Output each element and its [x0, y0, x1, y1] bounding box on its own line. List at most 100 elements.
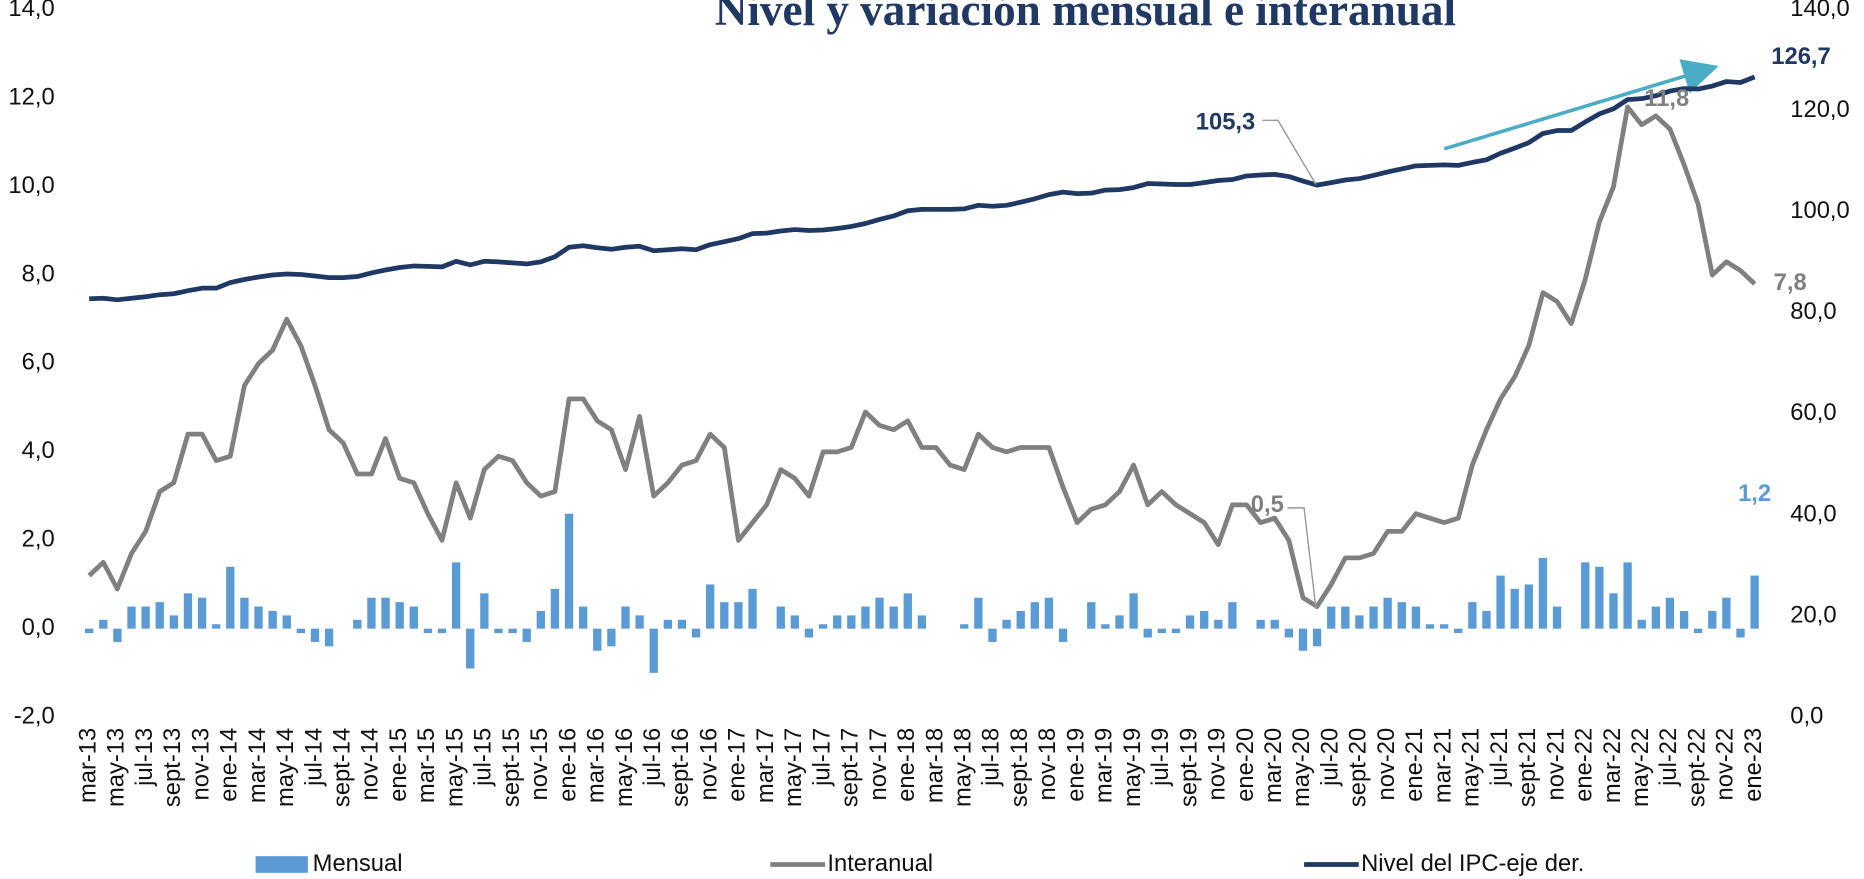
bar — [663, 619, 673, 629]
x-tick-label: nov-20 — [1373, 728, 1400, 801]
x-tick-label: sept-16 — [667, 728, 694, 807]
y-tick-label: 2,0 — [22, 526, 55, 553]
x-tick-label: mar-13 — [74, 728, 101, 803]
bar — [734, 602, 743, 629]
y2-tick-label: 120,0 — [1790, 96, 1849, 123]
x-tick-label: ene-17 — [724, 728, 751, 802]
bar — [790, 615, 800, 629]
bar — [1468, 602, 1477, 629]
bar — [169, 615, 179, 629]
x-tick-label: ene-15 — [385, 728, 412, 802]
bar — [84, 628, 94, 634]
bar — [381, 597, 390, 629]
bar — [776, 606, 785, 629]
bar — [1595, 566, 1604, 629]
bar — [1411, 606, 1421, 629]
bar — [466, 628, 475, 669]
bar — [607, 628, 616, 647]
x-tick-label: ene-16 — [554, 728, 581, 802]
y2-tick-label: 80,0 — [1790, 298, 1836, 325]
leader-line — [1262, 119, 1317, 185]
bar — [437, 628, 447, 634]
x-tick-label: may-19 — [1119, 728, 1146, 807]
x-tick-label: may-22 — [1627, 728, 1654, 807]
x-tick-label: ene-22 — [1571, 728, 1598, 802]
bar — [861, 606, 870, 629]
leader-line — [1287, 507, 1317, 609]
bar — [706, 584, 715, 629]
x-tick-label: mar-16 — [583, 728, 610, 803]
x-tick-label: nov-22 — [1712, 728, 1739, 801]
x-tick-label: may-14 — [272, 728, 299, 807]
bar — [917, 615, 927, 629]
bar — [1171, 628, 1181, 634]
legend-label: Mensual — [313, 850, 403, 877]
bar — [1482, 610, 1491, 629]
bar — [578, 606, 588, 629]
data-label: 1,2 — [1738, 480, 1771, 507]
x-tick-label: jul-15 — [470, 728, 497, 787]
bar — [268, 610, 277, 629]
chart-title: Nivel y variación mensual e interanual — [715, 0, 1456, 35]
bar — [1284, 628, 1294, 638]
x-tick-label: may-15 — [441, 728, 468, 807]
y-tick-label: 8,0 — [22, 260, 55, 287]
bar — [847, 615, 856, 629]
bar — [1214, 619, 1223, 629]
y-tick-label: 6,0 — [22, 349, 55, 376]
bar — [1439, 624, 1449, 629]
x-tick-label: sept-14 — [328, 728, 355, 807]
bar — [691, 628, 701, 638]
bar — [197, 597, 207, 629]
x-tick-label: may-17 — [780, 728, 807, 807]
legend-swatch — [255, 856, 308, 873]
bar — [550, 588, 560, 629]
x-tick-label: may-18 — [950, 728, 977, 807]
x-tick-label: may-20 — [1288, 728, 1315, 807]
bar — [1383, 597, 1392, 629]
x-tick-label: sept-13 — [159, 728, 186, 807]
bar — [1298, 628, 1308, 651]
x-tick-label: mar-14 — [244, 728, 271, 803]
y-tick-label: 10,0 — [8, 172, 54, 199]
bar — [1044, 597, 1054, 629]
x-tick-label: sept-15 — [498, 728, 525, 807]
x-tick-label: may-16 — [611, 728, 638, 807]
x-tick-label: jul-17 — [808, 728, 835, 787]
line — [87, 104, 1757, 609]
x-tick-label: nov-13 — [187, 728, 214, 801]
x-tick-label: jul-21 — [1486, 728, 1513, 787]
bar — [324, 628, 334, 647]
x-tick-label: nov-18 — [1034, 728, 1061, 801]
bar — [1524, 584, 1533, 629]
bar — [1679, 610, 1689, 629]
bar — [1665, 597, 1675, 629]
bar — [240, 597, 249, 629]
bar — [536, 610, 545, 629]
bar — [960, 624, 969, 629]
data-label: 7,8 — [1774, 269, 1807, 296]
bar — [1609, 593, 1618, 629]
bar — [1454, 628, 1463, 634]
bar — [226, 566, 235, 629]
bar — [1496, 575, 1505, 629]
y-tick-label: -2,0 — [14, 702, 55, 729]
x-tick-label: nov-15 — [526, 728, 553, 801]
bar — [593, 628, 602, 651]
y-tick-label: 4,0 — [22, 437, 55, 464]
bar — [1510, 588, 1519, 629]
bar — [974, 597, 983, 629]
bar — [1058, 628, 1068, 642]
y2-tick-label: 60,0 — [1790, 399, 1836, 426]
x-tick-label: jul-14 — [300, 728, 327, 787]
bar — [113, 628, 122, 642]
x-tick-label: sept-21 — [1514, 728, 1541, 807]
x-tick-label: mar-22 — [1599, 728, 1626, 803]
x-tick-label: jul-13 — [131, 728, 158, 787]
bar — [649, 628, 658, 673]
bar — [212, 624, 221, 629]
bar — [1425, 624, 1435, 629]
bar — [1750, 575, 1759, 629]
bar — [1694, 628, 1703, 634]
x-tick-label: mar-19 — [1091, 728, 1118, 803]
